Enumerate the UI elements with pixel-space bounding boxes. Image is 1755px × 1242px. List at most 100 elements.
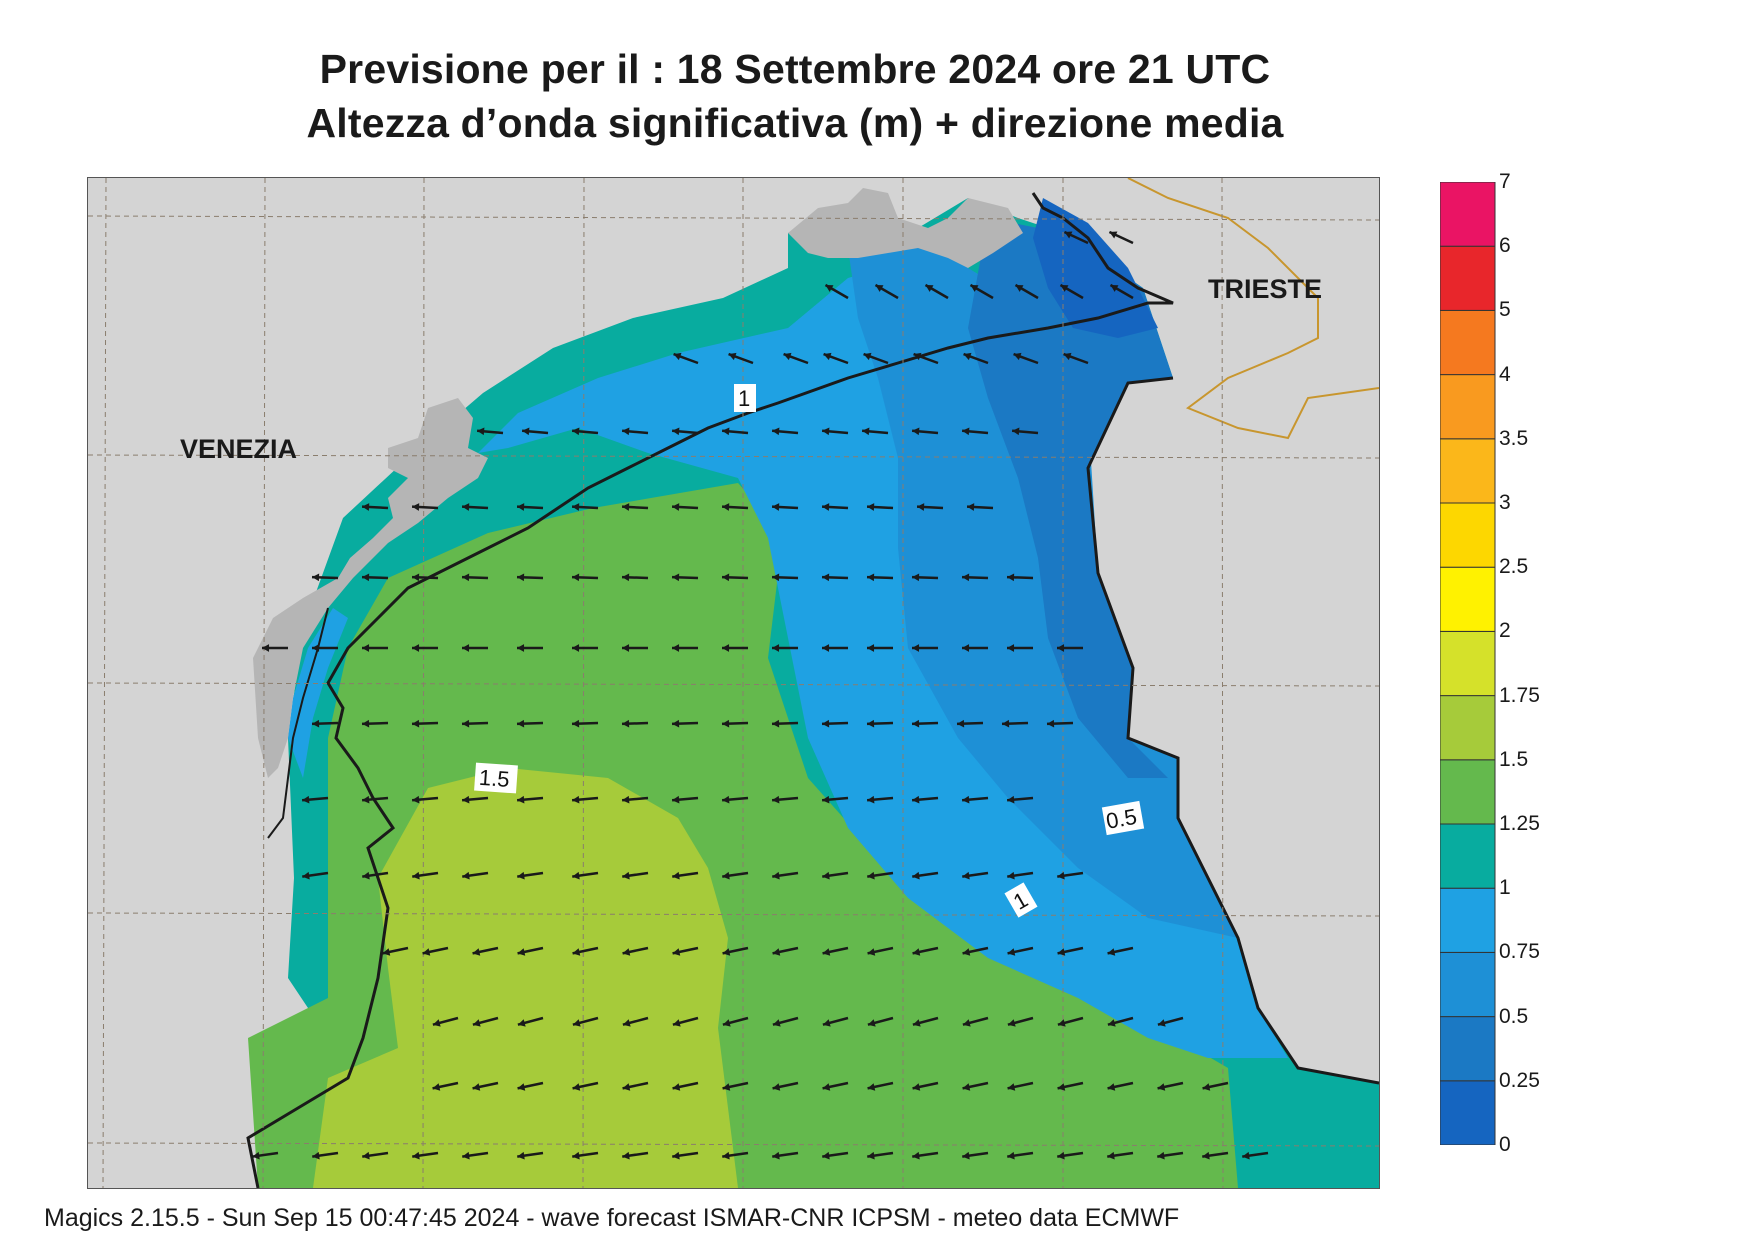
wave-arrow-head — [783, 352, 792, 361]
wave-arrow-head — [772, 795, 780, 804]
wave-arrow-head — [962, 1083, 971, 1091]
colorbar-segment — [1440, 759, 1496, 825]
contour-label: 1 — [738, 386, 750, 411]
wave-arrow-head — [672, 1019, 681, 1027]
wave-arrow-head — [722, 795, 730, 804]
wave-arrow-head — [622, 1151, 630, 1160]
wave-arrow-head — [772, 1151, 780, 1160]
wave-arrow-head — [722, 644, 730, 652]
colorbar-segment — [1440, 1080, 1496, 1145]
urban-venezia — [253, 398, 488, 778]
colorbar-tick-label: 0.25 — [1499, 1068, 1540, 1092]
wave-arrow-head — [472, 1083, 481, 1091]
wave-arrow-head — [722, 427, 730, 436]
wave-arrow-head — [822, 573, 830, 582]
wave-arrow-head — [517, 948, 526, 956]
wave-arrow-head — [622, 795, 630, 804]
wave-arrow-head — [572, 795, 580, 804]
wave-arrow-head — [823, 352, 832, 361]
wave-arrow-head — [517, 644, 525, 652]
wave-arrow-head — [572, 948, 581, 956]
wave-arrow-head — [1060, 285, 1069, 292]
wave-arrow-head — [1157, 1083, 1166, 1091]
wave-arrow-head — [462, 795, 470, 804]
wave-arrow-head — [362, 573, 370, 582]
wave-arrow-head — [572, 573, 580, 582]
wave-arrow-head — [477, 427, 485, 436]
wave-arrow-head — [867, 573, 875, 582]
wave-arrow-head — [875, 285, 884, 292]
wave-arrow-head — [912, 871, 920, 880]
wave-arrow-head — [672, 948, 681, 956]
wave-arrow-head — [912, 1019, 921, 1027]
wave-arrow-head — [462, 644, 470, 652]
wave-arrow-head — [1157, 1151, 1165, 1160]
title-line-1: Previsione per il : 18 Settembre 2024 or… — [319, 46, 1271, 92]
title-line-2: Altezza d’onda significativa (m) + direz… — [306, 100, 1284, 146]
colorbar-segment — [1440, 502, 1496, 568]
wave-arrow-head — [962, 427, 970, 436]
wave-arrow-head — [1012, 427, 1020, 436]
wave-arrow-head — [672, 719, 680, 728]
wave-arrow-head — [912, 1083, 921, 1091]
wave-arrow-head — [517, 871, 525, 880]
wave-arrow-head — [962, 948, 971, 956]
wave-arrow-head — [1015, 285, 1024, 292]
wave-arrow-head — [622, 871, 630, 880]
wave-arrow-head — [572, 1083, 581, 1091]
urban-grado — [788, 188, 1023, 268]
wave-arrow-head — [962, 644, 970, 652]
wave-arrow-head — [362, 1151, 370, 1160]
wave-arrow-head — [362, 644, 370, 652]
wave-arrow-head — [302, 871, 310, 880]
wave-arrow-head — [912, 573, 920, 582]
wave-arrow-head — [722, 948, 731, 956]
colorbar-segment — [1440, 1016, 1496, 1082]
wave-arrow-head — [672, 573, 680, 582]
colorbar-tick-label: 2 — [1499, 619, 1511, 643]
wave-arrow-head — [517, 1083, 526, 1091]
wave-arrow-head — [1242, 1151, 1250, 1160]
wave-arrow-head — [822, 644, 830, 652]
contour-label: 1.5 — [478, 765, 510, 792]
wave-arrow-head — [362, 503, 370, 511]
city-label-trieste: TRIESTE — [1208, 274, 1322, 304]
wave-arrow-head — [672, 503, 680, 511]
wave-arrow-head — [925, 285, 934, 292]
colorbar-segment — [1440, 887, 1496, 953]
wave-arrow-head — [862, 427, 870, 436]
contour-label-0.5: 0.5 — [1101, 800, 1145, 836]
wave-arrow-head — [1002, 719, 1010, 728]
colorbar-segment — [1440, 566, 1496, 632]
wave-arrow-head — [622, 719, 630, 728]
wave-arrow-head — [312, 719, 320, 728]
wave-arrow-head — [412, 719, 420, 728]
wave-arrow-head — [622, 573, 630, 582]
wave-arrow-head — [517, 503, 525, 511]
wave-arrow-head — [772, 1083, 781, 1091]
wave-arrow-head — [962, 795, 970, 804]
wave-arrow-head — [622, 427, 630, 436]
wave-arrow-head — [432, 1019, 441, 1027]
wave-arrow-head — [672, 644, 680, 652]
wave-arrow-head — [722, 871, 730, 880]
wave-direction-arrows — [252, 230, 1269, 1160]
wave-arrow-head — [572, 719, 580, 728]
colorbar-segment — [1440, 309, 1496, 376]
wave-arrow-head — [1007, 1151, 1015, 1160]
wave-arrow-head — [957, 719, 965, 728]
wave-arrow-head — [867, 948, 876, 956]
wave-arrow-head — [917, 503, 925, 511]
wave-arrow-head — [517, 573, 525, 582]
colorbar-tick-label: 7 — [1499, 170, 1511, 193]
wave-arrow-head — [622, 503, 630, 511]
zone-1.5-1.75 — [313, 768, 738, 1188]
wave-arrow-head — [772, 427, 780, 436]
map-grid — [88, 178, 1379, 1188]
wave-arrow-head — [1107, 1083, 1116, 1091]
wave-arrow-head — [822, 1083, 831, 1091]
wave-arrow-head — [1057, 871, 1065, 880]
colorbar-segment — [1440, 438, 1496, 504]
wave-arrow-head — [462, 1151, 470, 1160]
wave-arrow-head — [867, 719, 875, 728]
